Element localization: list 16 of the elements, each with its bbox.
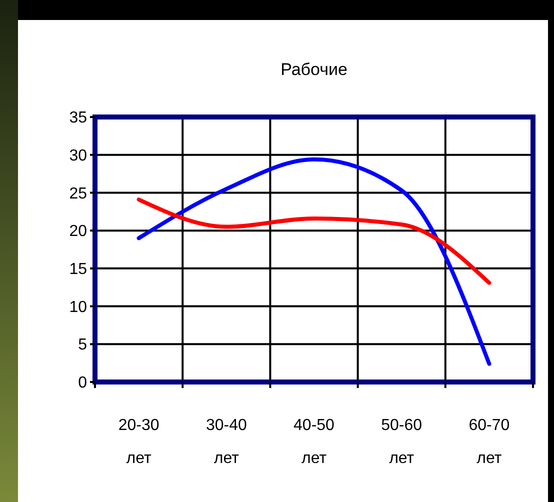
chart-title: Рабочие <box>280 60 348 79</box>
line-series <box>136 198 492 285</box>
y-tick-label: 35 <box>69 110 88 127</box>
y-tick-label: 15 <box>69 261 88 278</box>
y-tick-label: 25 <box>69 185 88 202</box>
x-tick-label: 50-60 лет <box>381 417 422 467</box>
y-tick-label: 5 <box>78 336 88 354</box>
x-tick-label: 30-40 лет <box>206 417 247 467</box>
x-tick-label: 20-30 лет <box>118 417 160 467</box>
y-tick-label: 20 <box>69 223 88 240</box>
y-tick-label: 30 <box>69 147 88 164</box>
y-tick-label: 10 <box>69 298 88 316</box>
x-tick-label: 40-50 лет <box>294 417 335 467</box>
line-series <box>136 157 492 366</box>
y-tick-label: 0 <box>78 374 88 392</box>
x-tick-label: 60-70 лет <box>468 417 510 467</box>
